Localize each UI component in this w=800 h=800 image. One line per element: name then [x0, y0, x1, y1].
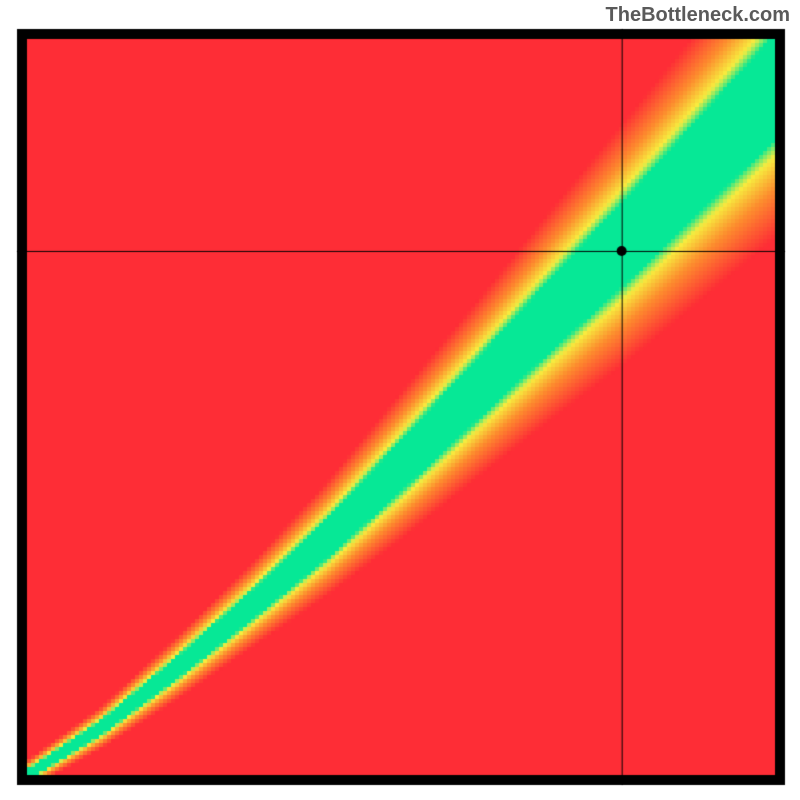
chart-container: TheBottleneck.com — [0, 0, 800, 800]
watermark-text: TheBottleneck.com — [606, 4, 790, 27]
crosshair-overlay — [0, 0, 800, 800]
